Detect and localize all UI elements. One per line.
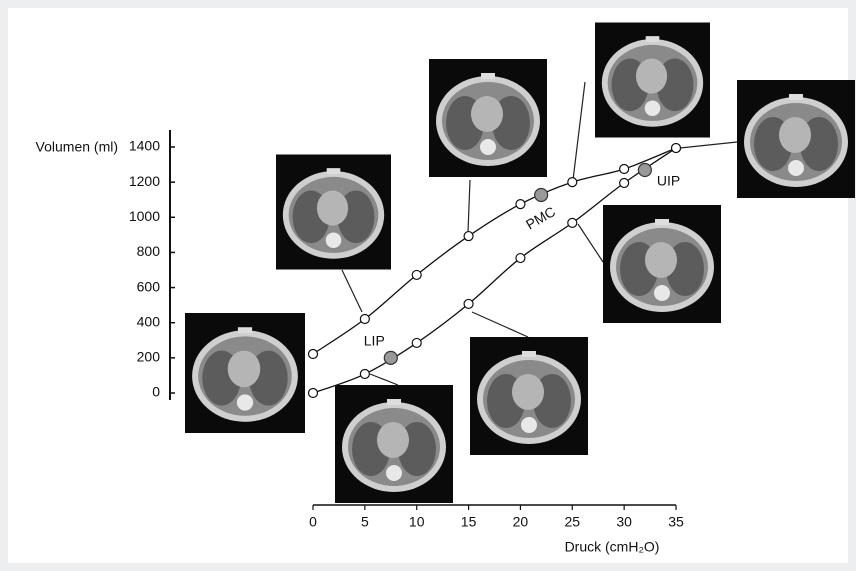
- data-point: [464, 232, 473, 241]
- annotation-point: [535, 188, 548, 201]
- x-tick-label: 10: [409, 514, 425, 530]
- data-point: [516, 254, 525, 263]
- y-axis-label: Volumen (ml): [36, 139, 118, 155]
- annotation-point: [638, 164, 651, 177]
- x-tick-label: 0: [309, 514, 317, 530]
- x-tick-label: 35: [668, 514, 684, 530]
- data-point: [360, 315, 369, 324]
- data-point: [620, 179, 629, 188]
- y-tick-label: 800: [137, 243, 161, 259]
- data-point: [309, 389, 318, 398]
- data-point: [464, 299, 473, 308]
- y-tick-label: 200: [137, 349, 161, 365]
- data-point: [568, 178, 577, 187]
- annotation-label: LIP: [364, 333, 385, 349]
- x-tick-label: 20: [513, 514, 529, 530]
- data-point: [360, 370, 369, 379]
- y-tick-label: 1000: [129, 208, 160, 224]
- data-point: [309, 349, 318, 358]
- data-point: [412, 338, 421, 347]
- annotation-label: UIP: [657, 173, 680, 189]
- annotation-point: [384, 351, 397, 364]
- y-tick-label: 1200: [129, 173, 160, 189]
- data-point: [412, 270, 421, 279]
- y-tick-label: 400: [137, 313, 161, 329]
- y-tick-label: 0: [152, 384, 160, 400]
- data-point: [568, 218, 577, 227]
- x-axis-label: Druck (cmH₂O): [565, 539, 660, 555]
- y-tick-label: 600: [137, 278, 161, 294]
- x-tick-label: 5: [361, 514, 369, 530]
- y-tick-label: 1400: [129, 138, 160, 154]
- chart: Volumen (ml) Druck (cmH₂O) 0200400600800…: [0, 0, 856, 571]
- data-point: [672, 144, 681, 153]
- data-point: [516, 200, 525, 209]
- x-tick-label: 15: [461, 514, 477, 530]
- data-point: [620, 164, 629, 173]
- x-tick-label: 30: [616, 514, 632, 530]
- x-tick-label: 25: [564, 514, 580, 530]
